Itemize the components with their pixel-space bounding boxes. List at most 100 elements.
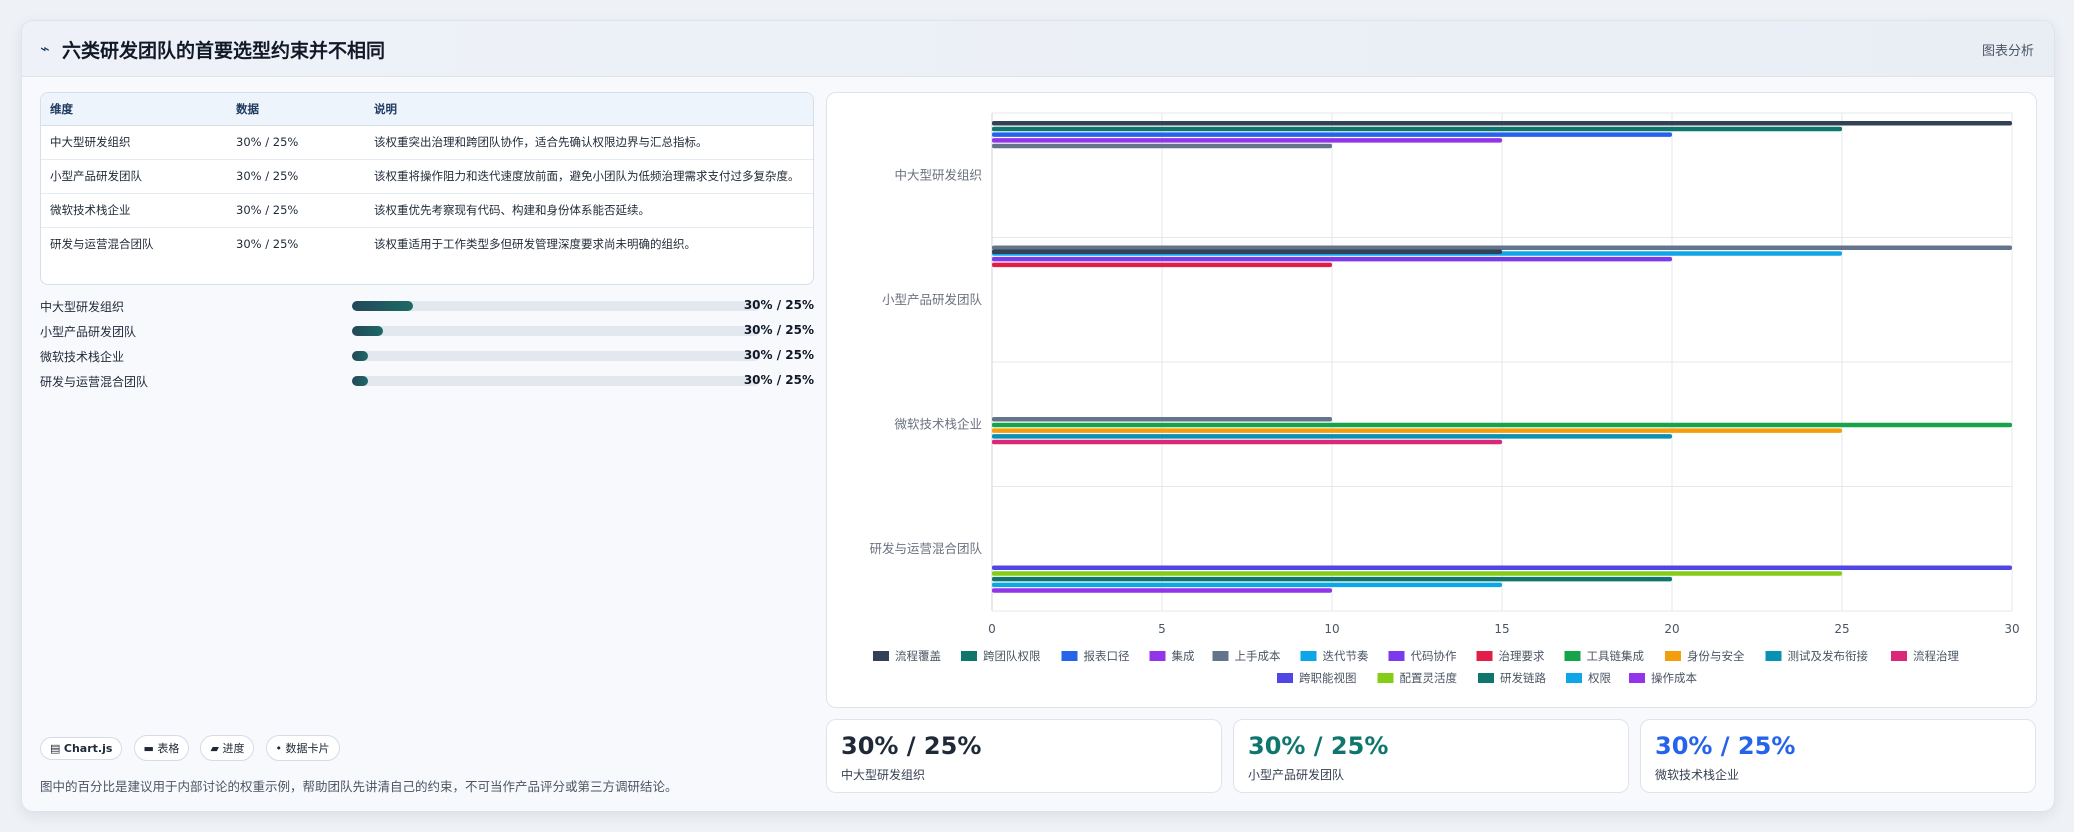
progress-label: 微软技术栈企业 [40, 350, 125, 364]
x-tick-label: 20 [1664, 622, 1679, 636]
legend-label: 报表口径 [1084, 649, 1130, 663]
bar [992, 422, 2012, 428]
legend-label: 身份与安全 [1687, 649, 1745, 663]
chip-label: Chart.js [63, 742, 113, 755]
bar [992, 588, 1332, 593]
legend-swatch [1149, 651, 1166, 661]
legend-swatch [961, 651, 977, 661]
legend-swatch [1300, 651, 1317, 661]
table-row: 小型产品研发团队 30% / 25% 该权重将操作阻力和迭代速度放前面，避免小团… [41, 159, 813, 194]
legend-swatch [1566, 673, 1582, 683]
progress-label: 研发与运营混合团队 [40, 375, 149, 389]
table-header: 数据 [227, 93, 365, 126]
bar [992, 576, 1672, 582]
legend-label: 操作成本 [1651, 671, 1697, 685]
y-category-label: 研发与运营混合团队 [869, 541, 982, 556]
stat-value: 30% / 25% [841, 732, 982, 760]
legend-swatch [1629, 673, 1645, 683]
progress-track [352, 351, 760, 361]
chip-label: 表格 [157, 742, 180, 755]
chip-chartjs[interactable]: ▤ Chart.js [40, 737, 123, 760]
bar-chart: 0 5 10 15 20 25 30 中大型研发组织小型产品研发团队微软技术栈企业研发与运营混… [869, 112, 2020, 685]
table-cell: 中大型研发组织 [41, 125, 227, 160]
legend-label: 治理要求 [1499, 649, 1545, 663]
bar [992, 132, 1672, 137]
legend-swatch [1277, 673, 1293, 683]
x-tick-label: 0 [988, 622, 996, 636]
progress-row: 中大型研发组织 30% / 25% [40, 295, 814, 320]
table-cell: 30% / 25% [227, 193, 365, 228]
table-row: 研发与运营混合团队 30% / 25% 该权重适用于工作类型多但研发管理深度要求… [41, 228, 813, 262]
page-title: 六类研发团队的首要选型约束并不相同 [62, 40, 386, 62]
legend-swatch [1377, 673, 1394, 683]
progress-track [352, 326, 760, 336]
progress-fill [352, 326, 383, 336]
legend-label: 跨团队权限 [983, 649, 1041, 663]
legend-label: 流程治理 [1913, 649, 1959, 663]
bar [992, 582, 1502, 588]
chip-progress[interactable]: ▰ 进度 [200, 735, 255, 761]
stat-label: 小型产品研发团队 [1248, 768, 1345, 782]
progress-row: 小型产品研发团队 30% / 25% [40, 320, 814, 345]
chip-label: 数据卡片 [285, 742, 330, 755]
legend-label: 迭代节奏 [1323, 649, 1369, 663]
table-cell: 微软技术栈企业 [41, 193, 227, 228]
bar [992, 434, 1672, 439]
legend-swatch [1765, 651, 1782, 661]
table-cell: 该权重突出治理和跨团队协作，适合先确认权限边界与汇总指标。 [365, 125, 813, 160]
x-tick-label: 30 [2004, 622, 2019, 636]
legend-swatch [1665, 651, 1681, 661]
bar [992, 565, 2012, 570]
table-header: 说明 [365, 93, 813, 126]
legend-swatch [1388, 651, 1405, 661]
bar [992, 121, 2012, 126]
x-tick-label: 25 [1834, 622, 1849, 636]
legend-label: 上手成本 [1235, 649, 1281, 663]
stat-label: 微软技术栈企业 [1655, 768, 1740, 782]
legend-swatch [1891, 651, 1907, 661]
progress-value: 30% / 25% [743, 373, 814, 387]
chip-label: 进度 [222, 742, 245, 755]
table-cell: 该权重适用于工作类型多但研发管理深度要求尚未明确的组织。 [374, 237, 696, 251]
x-tick-label: 15 [1494, 622, 1509, 636]
card-icon: • [275, 742, 286, 755]
chart-analysis-label: 图表分析 [1981, 44, 2034, 59]
progress-row: 研发与运营混合团队 30% / 25% [40, 370, 814, 395]
stat-card: 30% / 25% 中大型研发组织 [826, 719, 1222, 793]
table-header-row: 维度 数据 说明 [41, 93, 813, 126]
chart-card: 0 5 10 15 20 25 30 中大型研发组织 小型产品研发团队 微软技术栈企业 研发与运营混… [826, 92, 2037, 708]
footnote: 图中的百分比是建议用于内部讨论的权重示例，帮助团队先讲清自己的约束，不可当作产品… [40, 779, 678, 794]
legend-label: 代码协作 [1411, 649, 1457, 663]
bar [992, 571, 1842, 576]
x-tick-label: 10 [1324, 622, 1339, 636]
y-category-label: 微软技术栈企业 [894, 416, 982, 431]
main-card: ⌁ 六类研发团队的首要选型约束并不相同 图表分析 维度 数据 说明 中大型研发组… [21, 20, 2055, 812]
bar [992, 439, 1502, 445]
legend-swatch [1476, 651, 1493, 661]
bar [992, 262, 1332, 268]
stat-label: 中大型研发组织 [841, 768, 926, 782]
progress-value: 30% / 25% [743, 323, 814, 337]
bar [992, 249, 1502, 254]
bar [992, 256, 1672, 262]
chip-data-card[interactable]: • 数据卡片 [265, 735, 340, 761]
data-table: 维度 数据 说明 中大型研发组织 30% / 25% 该权重突出治理和跨团队协作… [40, 92, 814, 285]
legend-swatch [1212, 651, 1229, 661]
bar [992, 138, 1502, 143]
progress-track [352, 376, 760, 386]
progress-value: 30% / 25% [743, 298, 814, 312]
legend-swatch [1478, 673, 1494, 683]
chip-table[interactable]: ▬ 表格 [133, 735, 190, 761]
progress-track [352, 301, 760, 311]
progress-icon: ▰ [210, 742, 223, 755]
y-category-label: 中大型研发组织 [894, 167, 982, 182]
bar [992, 126, 1842, 132]
stat-value: 30% / 25% [1655, 732, 1796, 760]
x-tick-label: 5 [1158, 622, 1166, 636]
legend-label: 配置灵活度 [1400, 671, 1458, 685]
stat-value: 30% / 25% [1248, 732, 1389, 760]
legend-swatch [873, 651, 889, 661]
progress-fill [352, 351, 369, 361]
chart-title-icon: ⌁ [40, 39, 50, 58]
progress-value: 30% / 25% [743, 348, 814, 362]
